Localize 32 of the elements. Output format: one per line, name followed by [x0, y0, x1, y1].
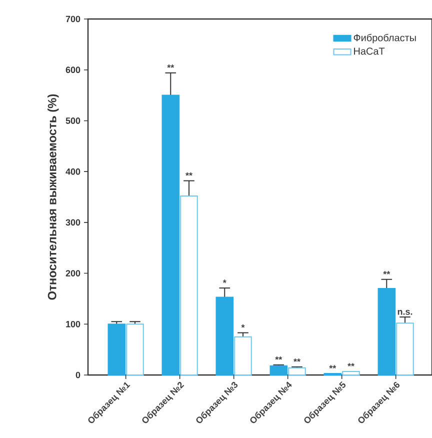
- bar: [216, 296, 234, 376]
- y-tick-label: 300: [66, 219, 80, 226]
- bar: [378, 288, 396, 376]
- bar: [126, 324, 144, 376]
- y-tick-label: 400: [66, 168, 80, 175]
- legend-label: Фибробласты: [354, 34, 416, 44]
- y-tick-label: 200: [66, 270, 80, 276]
- bar: [180, 195, 198, 376]
- data-label: **: [294, 358, 300, 362]
- y-tick-label: 500: [66, 118, 80, 124]
- bar: [234, 336, 252, 376]
- bar: [162, 94, 180, 376]
- data-label: **: [275, 356, 282, 360]
- bar: [270, 365, 288, 376]
- y-tick-label: 600: [66, 66, 80, 74]
- data-label: **: [348, 363, 354, 366]
- data-label: **: [167, 64, 174, 68]
- data-label: *: [222, 280, 226, 284]
- bar: [108, 324, 126, 376]
- bar: [396, 322, 414, 376]
- y-tick-label: 0: [76, 372, 80, 378]
- y-axis-title: Относительная выживаемость (%): [48, 94, 59, 300]
- data-label: n.s.: [398, 310, 412, 315]
- data-label: **: [186, 172, 192, 176]
- data-label: **: [383, 271, 390, 274]
- y-tick-label: 100: [66, 320, 80, 328]
- data-label: *: [241, 324, 245, 328]
- y-tick-label: 700: [66, 16, 80, 22]
- legend-label: HaCaT: [354, 48, 385, 55]
- data-label: **: [329, 365, 336, 368]
- bar: [342, 370, 360, 376]
- bar: [288, 367, 306, 376]
